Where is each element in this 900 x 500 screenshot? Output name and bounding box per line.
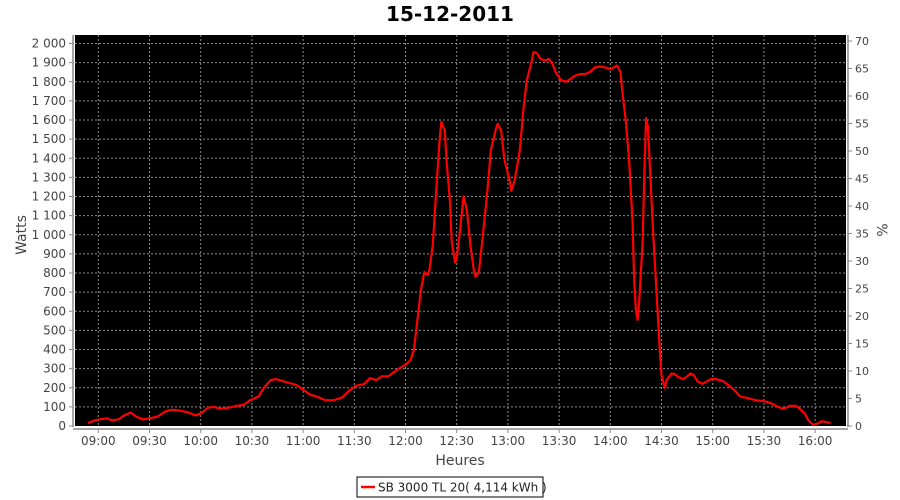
y2-tick-label: 70	[855, 35, 869, 48]
y2-tick-label: 10	[855, 365, 869, 378]
y2-tick-label: 25	[855, 283, 869, 296]
y-tick-label: 1 600	[32, 113, 66, 127]
y-tick-label: 400	[43, 343, 66, 357]
x-tick-label: 13:00	[491, 434, 526, 448]
x-tick-label: 09:00	[81, 434, 116, 448]
y2-tick-label: 60	[855, 90, 869, 103]
y-tick-label: 1 200	[32, 190, 66, 204]
y-tick-label: 300	[43, 362, 66, 376]
y-tick-label: 1 700	[32, 94, 66, 108]
y-tick-label: 1 300	[32, 170, 66, 184]
x-tick-label: 14:00	[593, 434, 628, 448]
x-tick-label: 15:30	[747, 434, 782, 448]
y2-tick-label: 5	[855, 393, 862, 406]
chart-title: 15-12-2011	[386, 2, 514, 26]
y-tick-label: 800	[43, 266, 66, 280]
y-tick-label: 1 800	[32, 75, 66, 89]
y-tick-label: 700	[43, 285, 66, 299]
y2-tick-label: 20	[855, 310, 869, 323]
y2-tick-label: 35	[855, 228, 869, 241]
y2-axis-label: %	[873, 223, 889, 236]
y-tick-label: 1 900	[32, 56, 66, 70]
y-tick-label: 600	[43, 304, 66, 318]
y-tick-label: 1 000	[32, 228, 66, 242]
y2-tick-label: 40	[855, 200, 869, 213]
x-tick-label: 10:30	[235, 434, 270, 448]
x-tick-label: 11:00	[286, 434, 321, 448]
x-tick-label: 11:30	[337, 434, 372, 448]
y-tick-label: 900	[43, 247, 66, 261]
y-tick-label: 1 100	[32, 209, 66, 223]
y2-tick-label: 65	[855, 63, 869, 76]
x-tick-label: 16:00	[798, 434, 833, 448]
y-tick-label: 0	[58, 419, 66, 433]
x-tick-label: 09:30	[132, 434, 167, 448]
y2-tick-label: 55	[855, 118, 869, 131]
y2-tick-label: 45	[855, 173, 869, 186]
x-tick-label: 13:30	[542, 434, 577, 448]
x-tick-label: 12:30	[439, 434, 474, 448]
y-tick-label: 200	[43, 381, 66, 395]
y2-tick-label: 50	[855, 145, 869, 158]
y-tick-label: 2 000	[32, 37, 66, 51]
series-line-sb3000	[87, 50, 831, 427]
y-tick-label: 1 400	[32, 151, 66, 165]
legend-label: SB 3000 TL 20( 4,114 kWh )	[378, 481, 547, 495]
y2-tick-label: 15	[855, 338, 869, 351]
y-axis-label: Watts	[14, 215, 30, 255]
x-axis-label: Heures	[435, 453, 484, 469]
y2-tick-label: 0	[855, 420, 862, 433]
x-tick-label: 10:00	[183, 434, 218, 448]
x-tick-label: 15:00	[695, 434, 730, 448]
legend-box	[356, 476, 544, 498]
x-tick-label: 12:00	[388, 434, 423, 448]
legend: SB 3000 TL 20( 4,114 kWh )	[356, 476, 547, 498]
y-tick-label: 1 500	[32, 132, 66, 146]
y-tick-label: 500	[43, 323, 66, 337]
x-tick-label: 14:30	[644, 434, 679, 448]
y-tick-label: 100	[43, 400, 66, 414]
y2-tick-label: 30	[855, 255, 869, 268]
